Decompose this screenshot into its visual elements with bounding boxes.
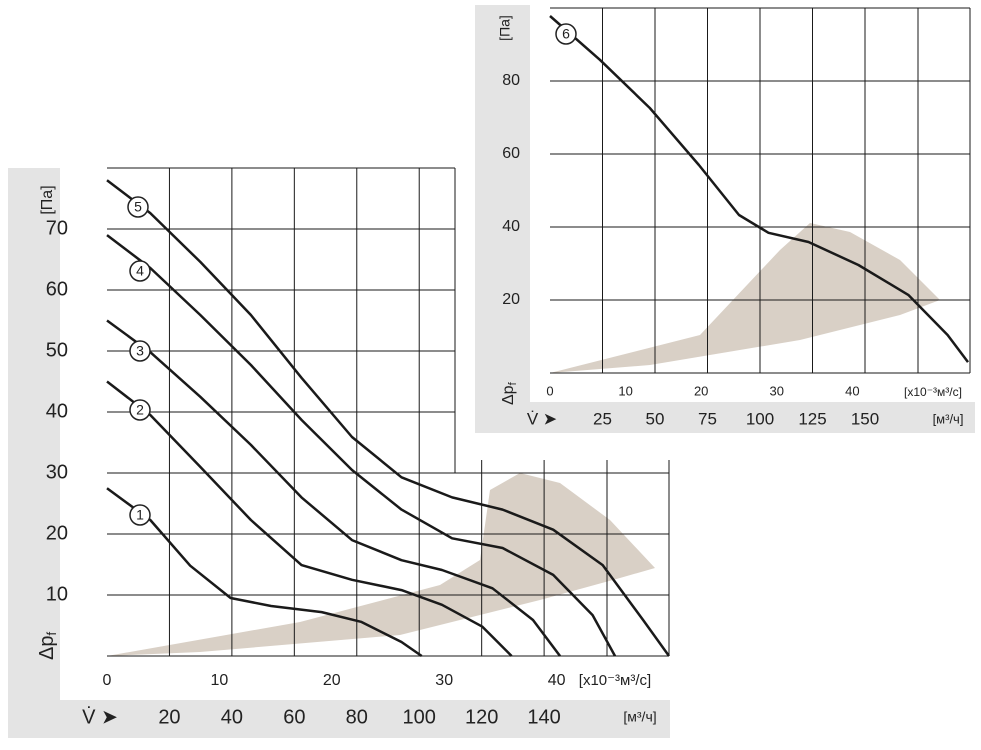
x-tick-label: 0 [103, 672, 112, 689]
y-label-sub: f [44, 632, 59, 636]
operating-area [107, 473, 655, 656]
x2-unit-label: [м³/ч] [623, 709, 656, 725]
curve-name: 6 [562, 26, 570, 42]
x2-tick-label: 150 [851, 409, 879, 428]
x-tick-label: 10 [618, 383, 632, 398]
x2-tick-label: 50 [646, 409, 665, 428]
x2-tick-label: 100 [403, 706, 436, 728]
curve [106, 179, 671, 657]
curve [106, 234, 617, 657]
curve-tag [127, 196, 149, 218]
panel-margin [530, 402, 975, 433]
x-tick-label: 30 [770, 383, 784, 398]
x-tick-label: 0 [546, 383, 553, 398]
y-tick-label: 10 [46, 583, 68, 605]
curve-tag [129, 340, 151, 362]
y-tick-label: 40 [502, 218, 520, 235]
curve-name: 3 [136, 343, 144, 359]
x2-tick-label: 60 [283, 706, 305, 728]
y-tick-label: 50 [46, 339, 68, 361]
x2-unit-label: [м³/ч] [933, 411, 964, 426]
y-tick-label: 30 [46, 461, 68, 483]
y-unit-label: [Па] [497, 15, 513, 41]
curve [106, 319, 561, 657]
curve-name: 2 [136, 402, 144, 418]
y-unit-label: [Па] [39, 185, 56, 214]
curve-tag [129, 504, 151, 526]
y-label-text: Δp [36, 636, 58, 660]
y-tick-label: 20 [46, 522, 68, 544]
y-label: Δpf [500, 381, 519, 405]
x2-tick-label: 20 [158, 706, 180, 728]
panel-margin [60, 700, 670, 738]
x2-tick-label: 100 [746, 409, 774, 428]
curve-name: 5 [134, 199, 142, 215]
x2-tick-label: 125 [798, 409, 826, 428]
curve [106, 380, 513, 657]
y-tick-label: 20 [502, 291, 520, 308]
x-tick-label: 10 [211, 672, 229, 689]
x-tick-label: 20 [694, 383, 708, 398]
y-tick-label: 60 [502, 145, 520, 162]
y-tick-label: 40 [46, 400, 68, 422]
x2-tick-label: 80 [346, 706, 368, 728]
curve [549, 15, 969, 363]
x2-tick-label: 75 [698, 409, 717, 428]
curve-tag [129, 399, 151, 421]
curve [106, 487, 423, 658]
x-symbol: V̇ ➤ [527, 409, 557, 428]
x-unit-label: [x10⁻³м³/с] [904, 385, 962, 399]
x-unit-label: [x10⁻³м³/с] [579, 672, 651, 689]
x-symbol: V̇ ➤ [82, 706, 118, 728]
x-tick-label: 40 [548, 672, 566, 689]
x-tick-label: 40 [845, 383, 859, 398]
x2-tick-label: 40 [221, 706, 243, 728]
y-label: Δpf [36, 632, 59, 660]
x2-tick-label: 120 [465, 706, 498, 728]
curve-name: 1 [136, 507, 144, 523]
y-tick-label: 70 [46, 217, 68, 239]
panel-margin [8, 168, 60, 738]
panel-margin [475, 5, 530, 433]
curve-name: 4 [136, 263, 144, 279]
operating-area [550, 223, 940, 373]
x2-tick-label: 25 [593, 409, 612, 428]
curve-tag [129, 260, 151, 282]
x2-tick-label: 140 [527, 706, 560, 728]
x-tick-label: 30 [435, 672, 453, 689]
y-tick-label: 80 [502, 72, 520, 89]
y-tick-label: 60 [46, 278, 68, 300]
y-label-sub: f [507, 381, 519, 385]
x-tick-label: 20 [323, 672, 341, 689]
curve-tag [555, 23, 577, 45]
y-label-text: Δp [500, 385, 517, 405]
